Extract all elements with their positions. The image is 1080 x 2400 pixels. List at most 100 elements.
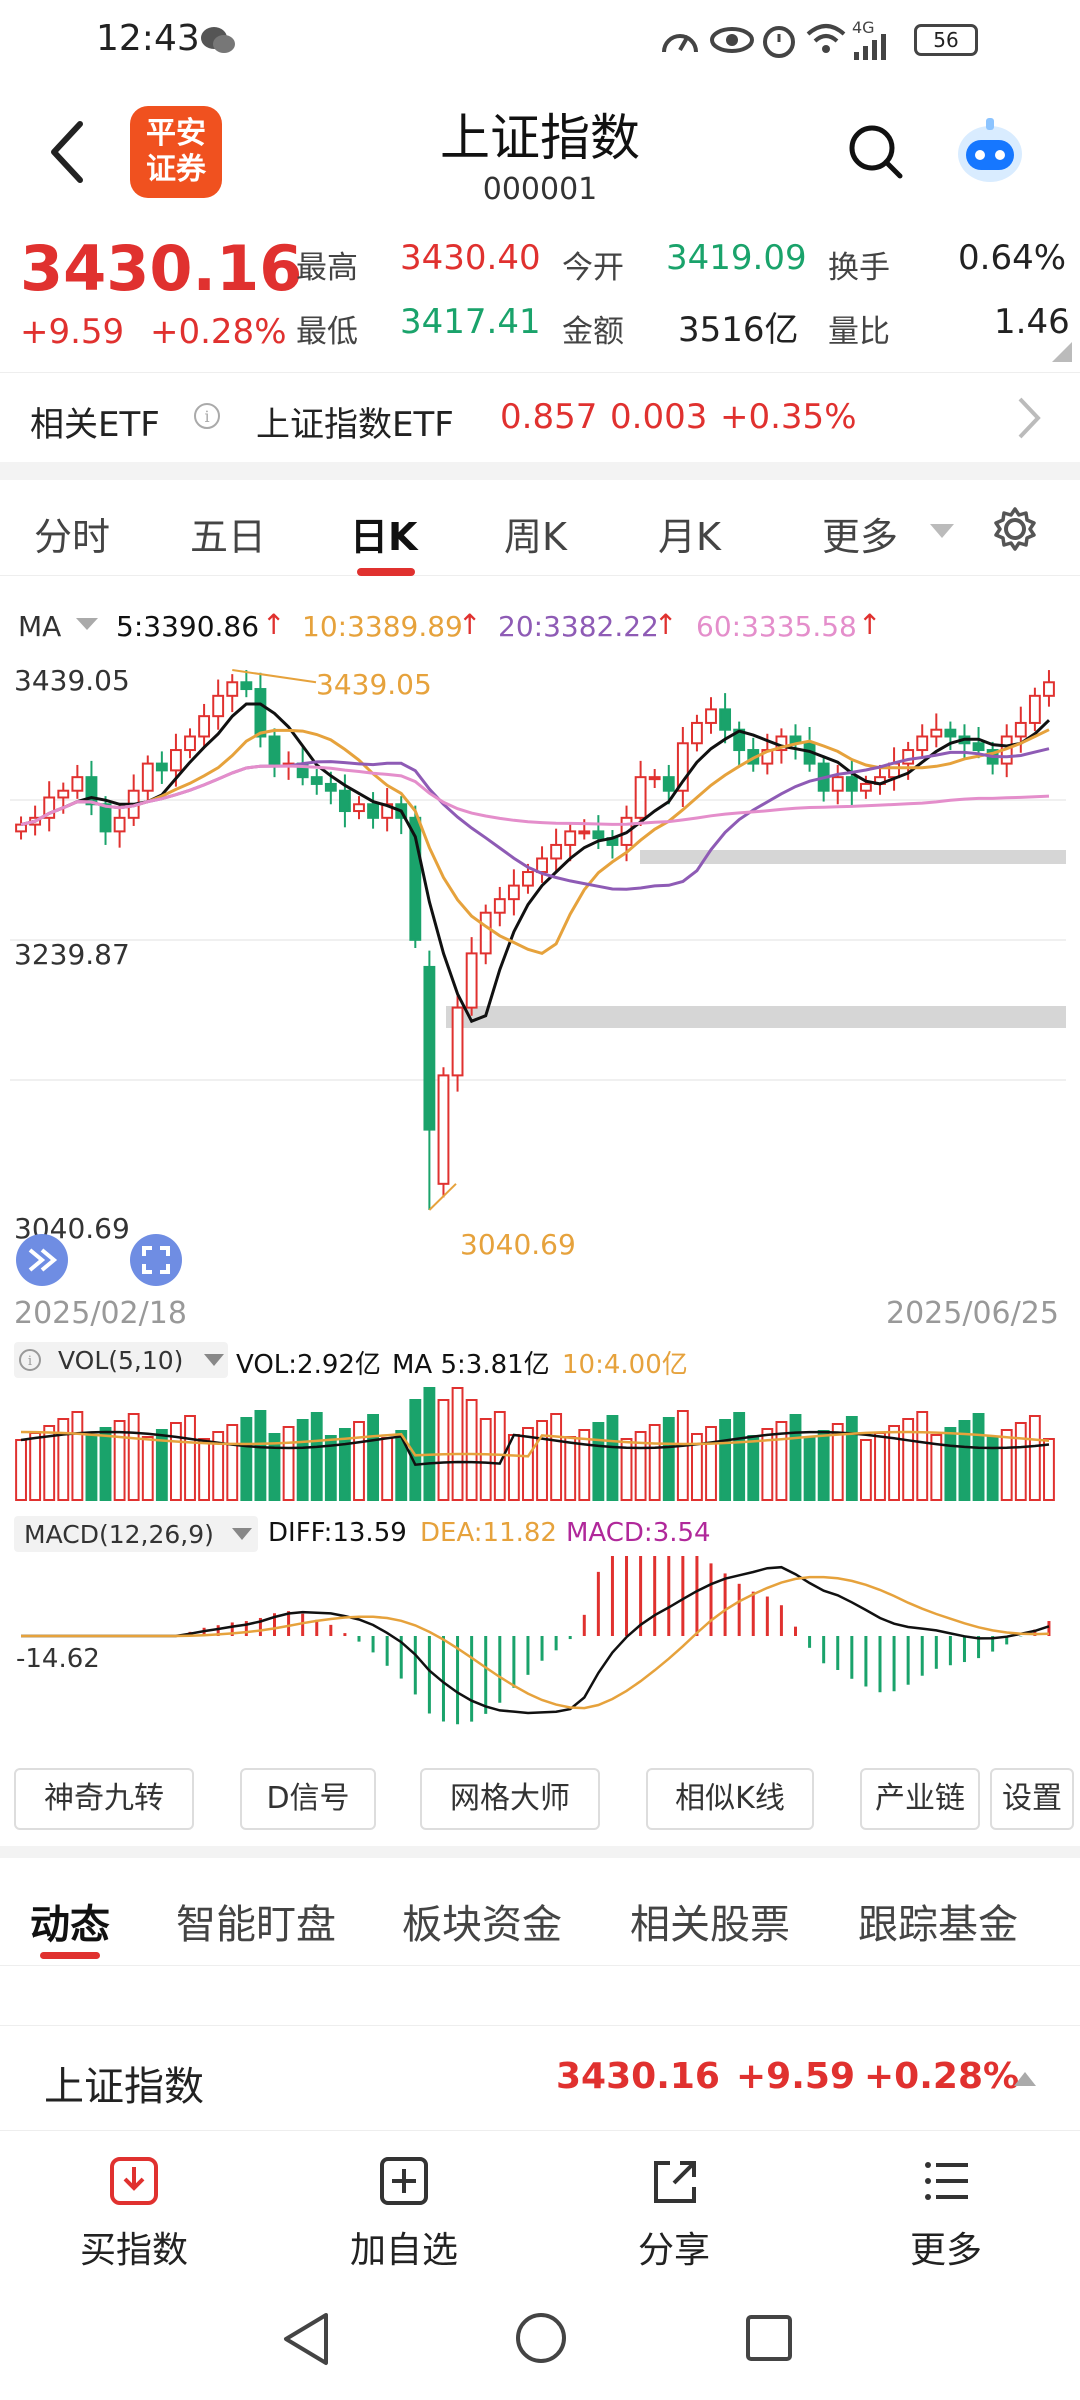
back-arrow-icon[interactable] [46,120,86,184]
tab-more[interactable]: 更多 [822,515,899,559]
volume-bar-up [648,1424,661,1501]
similar-kline-button[interactable]: 相似K线 [646,1768,814,1830]
candle-up [522,871,534,887]
candle-up [536,857,548,874]
kline-chart-area[interactable]: MA 5:3390.86 ↑ 10:3389.89 ↑ 20:3382.22 ↑… [0,580,1080,1740]
chart-period-tabs: 分时 五日 日K 周K 月K 更多 [0,480,1080,576]
candle-down [240,681,253,691]
kline-plot[interactable] [0,650,1080,1250]
ticker-change: +9.59 [736,2056,855,2097]
volume-bar-up [184,1415,196,1501]
volume-bar-down [789,1414,802,1501]
info-icon[interactable]: i [192,401,222,431]
tab-weekly-k[interactable]: 周K [504,515,567,559]
volume-bar-down [310,1412,323,1501]
tab-monthly-k[interactable]: 月K [658,515,721,559]
stock-code: 000001 [482,172,598,207]
vol-info-icon[interactable]: i [18,1348,42,1372]
candle-up [184,735,196,752]
expand-corner-icon[interactable] [1052,342,1072,362]
candle-up [648,776,661,781]
volume-bar-up [705,1426,717,1501]
macd-dropdown-icon[interactable] [232,1528,252,1542]
nav-recents-icon[interactable] [744,2313,794,2363]
ma60-legend: 60:3335.58 [696,610,857,643]
macd-plot[interactable] [0,1556,1080,1726]
grid-master-button[interactable]: 网格大师 [420,1768,600,1830]
dropdown-triangle-icon[interactable] [930,524,954,540]
ticker-price: 3430.16 [556,2056,720,2097]
volume-bar-up [170,1422,182,1501]
share-label: 分享 [637,2230,710,2271]
stat-value-amount: 3516亿 [678,310,799,350]
stat-value-open: 3419.09 [666,238,807,278]
volume-bar-up [831,1423,844,1501]
settings-gear-icon[interactable] [992,506,1038,552]
tab-daily-k[interactable]: 日K [350,515,418,559]
candle-up [916,735,929,752]
y-tick-mid: 3239.87 [14,938,130,971]
candle-down [85,776,98,806]
tab-related-stocks[interactable]: 相关股票 [630,1902,790,1948]
volume-bar-down [958,1420,971,1501]
ticker-row[interactable]: 上证指数 3430.16 +9.59 +0.28% [0,2025,1080,2130]
volume-bar-up [578,1429,591,1501]
volume-bar-up [902,1418,915,1501]
nav-back-icon[interactable] [280,2311,332,2367]
vol-dropdown-icon[interactable] [204,1354,224,1368]
ma20-up-arrow-icon: ↑ [654,608,678,641]
volume-bar-up [522,1427,534,1501]
status-bar: 12:43 4G 56 [0,0,1080,80]
chevron-right-icon[interactable] [1014,395,1044,441]
candle-up [113,816,126,833]
volume-plot[interactable] [0,1380,1080,1510]
fullscreen-icon[interactable] [128,1232,184,1288]
collapse-up-icon[interactable] [1014,2072,1036,2088]
volume-bar-up [859,1439,872,1501]
volume-bar-down [395,1430,408,1501]
candle-up [902,749,915,765]
vol-indicator-selector[interactable]: i VOL(5,10) [14,1342,228,1378]
price-change: +9.59 [20,312,125,352]
low-marker-label: 3040.69 [460,1228,576,1261]
candle-up [212,694,225,718]
volume-bar-up [141,1436,154,1501]
fast-forward-icon[interactable] [14,1232,70,1288]
tab-smart-watch[interactable]: 智能盯盘 [176,1902,336,1948]
candle-down [423,965,436,1131]
network-label: 4G [852,18,875,37]
section-divider [0,462,1080,480]
related-etf-row[interactable]: 相关ETF i 上证指数ETF 0.857 0.003 +0.35% [0,372,1080,462]
volume-bar-up [465,1399,478,1501]
search-icon[interactable] [846,122,906,182]
volume-bar-down [367,1414,379,1501]
tab-five-day[interactable]: 五日 [190,515,267,559]
candle-up [71,776,84,792]
tab-tracking-funds[interactable]: 跟踪基金 [858,1902,1018,1948]
tab-intraday[interactable]: 分时 [34,515,111,559]
assistant-robot-icon[interactable] [950,110,1030,190]
indicator-settings-button[interactable]: 设置 [990,1768,1074,1830]
volume-bar-up [761,1428,774,1501]
tab-news[interactable]: 动态 [30,1902,110,1948]
candle-up [479,911,492,955]
tab-sector-funds[interactable]: 板块资金 [402,1902,562,1948]
volume-bar-up [676,1410,689,1501]
nav-home-icon[interactable] [514,2311,568,2365]
macd-indicator-selector[interactable]: MACD(12,26,9) [14,1516,258,1552]
ma-dropdown-icon[interactable] [76,618,98,632]
volume-bar-up [451,1387,464,1501]
wechat-icon [201,27,235,53]
support-zone [446,1006,1066,1028]
x-end-date: 2025/06/25 [886,1296,1059,1331]
industry-chain-button[interactable]: 产业链 [860,1768,980,1830]
macd-axis-label: -14.62 [16,1644,100,1674]
volume-bar-down [268,1433,281,1501]
stat-value-volume-ratio: 1.46 [994,302,1070,342]
d-signal-button[interactable]: D信号 [240,1768,376,1830]
status-time: 12:43 [96,18,200,59]
svg-text:i: i [28,1354,32,1369]
volume-bar-down [296,1419,309,1501]
battery-icon: 56 [914,24,978,56]
magic-nine-button[interactable]: 神奇九转 [14,1768,194,1830]
